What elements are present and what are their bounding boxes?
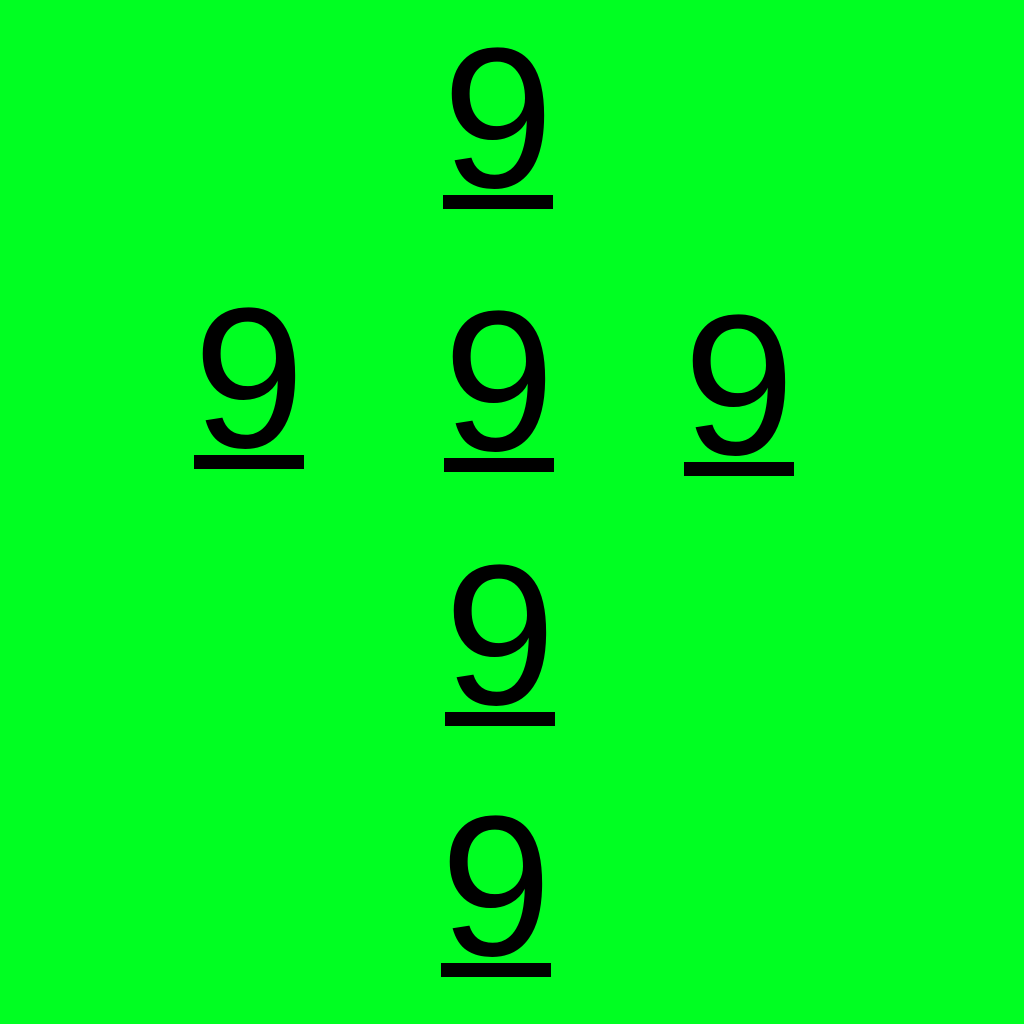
digit-label: 9 — [193, 267, 305, 490]
digit-left: 9 — [189, 267, 309, 490]
digit-underline — [684, 462, 794, 476]
digit-top: 9 — [438, 7, 558, 230]
digit-label: 9 — [443, 270, 555, 493]
digit-bottom: 9 — [436, 775, 556, 998]
digit-underline — [445, 712, 555, 726]
digit-label: 9 — [444, 524, 556, 747]
digit-right: 9 — [679, 274, 799, 497]
digit-underline — [441, 963, 551, 977]
digit-label: 9 — [440, 775, 552, 998]
digit-underline — [444, 458, 554, 472]
digit-lower: 9 — [440, 524, 560, 747]
digit-label: 9 — [442, 7, 554, 230]
digit-label: 9 — [683, 274, 795, 497]
digit-center: 9 — [439, 270, 559, 493]
digit-underline — [194, 455, 304, 469]
digit-underline — [443, 195, 553, 209]
